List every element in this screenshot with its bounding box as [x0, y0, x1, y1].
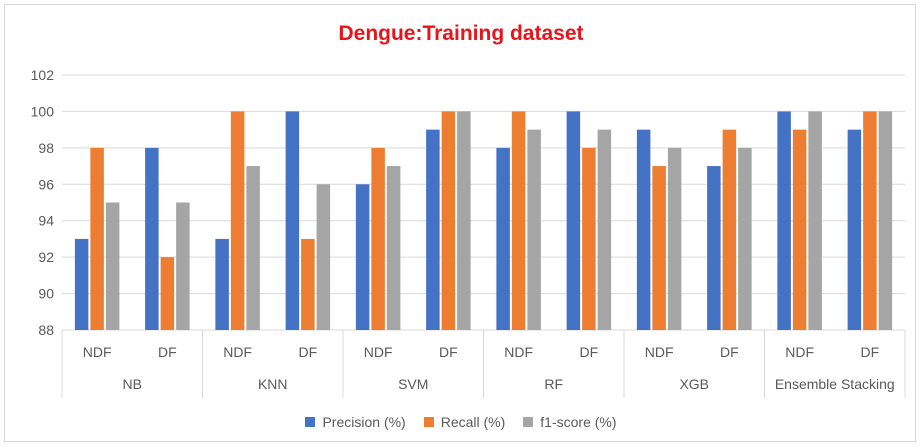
x-group-label: XGB — [679, 376, 709, 392]
bar — [371, 147, 385, 330]
chart-title: Dengue:Training dataset — [338, 22, 584, 45]
y-tick-label: 98 — [38, 140, 54, 156]
bar — [145, 147, 159, 330]
bar — [246, 166, 260, 330]
bar — [863, 111, 877, 330]
bar — [527, 129, 541, 330]
bar — [355, 184, 370, 330]
legend-label-f1-score: f1-score (%) — [540, 414, 617, 430]
bar — [636, 129, 651, 330]
bar — [441, 111, 456, 330]
x-tick-label: NDF — [223, 344, 252, 360]
bar — [878, 111, 893, 330]
x-tick-label: NDF — [364, 344, 393, 360]
bar — [511, 111, 526, 330]
x-group-label: KNN — [258, 376, 288, 392]
legend-item-precision: Precision (%) — [305, 414, 406, 430]
bar — [230, 111, 245, 330]
x-tick-label: DF — [861, 344, 880, 360]
bar — [652, 166, 666, 330]
bar — [777, 111, 791, 330]
bar — [582, 147, 596, 330]
y-tick-label: 90 — [38, 286, 54, 302]
legend-swatch-precision — [305, 417, 316, 427]
legend-label-precision: Precision (%) — [322, 414, 406, 430]
x-group-label: RF — [544, 376, 563, 392]
x-tick-label: DF — [158, 344, 177, 360]
bar — [597, 129, 612, 330]
y-tick-label: 96 — [38, 176, 54, 192]
bar — [496, 147, 510, 330]
bar — [566, 111, 581, 330]
x-tick-label: DF — [580, 344, 599, 360]
x-group-label: SVM — [398, 376, 428, 392]
bar — [707, 166, 721, 330]
bar — [160, 257, 175, 330]
bar — [457, 111, 471, 330]
legend-swatch-f1-score — [523, 417, 534, 427]
x-tick-label: DF — [720, 344, 739, 360]
y-tick-label: 92 — [38, 249, 54, 265]
bar — [808, 111, 822, 330]
y-tick-label: 102 — [31, 67, 55, 83]
x-tick-label: NDF — [83, 344, 112, 360]
x-tick-label: NDF — [504, 344, 533, 360]
bar — [74, 238, 89, 330]
legend-label-recall: Recall (%) — [440, 414, 506, 430]
y-tick-label: 94 — [38, 213, 54, 229]
bar — [316, 184, 331, 330]
legend-swatch-recall — [423, 417, 434, 427]
y-tick-label: 100 — [31, 103, 55, 119]
bar — [667, 147, 682, 330]
bar — [426, 129, 440, 330]
bar — [722, 129, 737, 330]
x-tick-label: DF — [299, 344, 318, 360]
chart-legend: Precision (%) Recall (%) f1-score (%) — [0, 414, 922, 430]
bar — [105, 202, 120, 330]
x-group-label: NB — [123, 376, 142, 392]
bar — [90, 147, 104, 330]
y-tick-label: 88 — [38, 322, 54, 338]
legend-item-f1-score: f1-score (%) — [523, 414, 617, 430]
x-tick-label: NDF — [645, 344, 674, 360]
legend-item-recall: Recall (%) — [423, 414, 506, 430]
x-group-label: Ensemble Stacking — [775, 376, 895, 392]
bar — [738, 147, 752, 330]
bar — [215, 238, 229, 330]
bar — [176, 202, 190, 330]
bar — [301, 238, 315, 330]
bar — [847, 129, 862, 330]
x-tick-label: NDF — [785, 344, 814, 360]
bar — [285, 111, 300, 330]
x-tick-label: DF — [439, 344, 458, 360]
bar — [792, 129, 807, 330]
bar — [386, 166, 401, 330]
